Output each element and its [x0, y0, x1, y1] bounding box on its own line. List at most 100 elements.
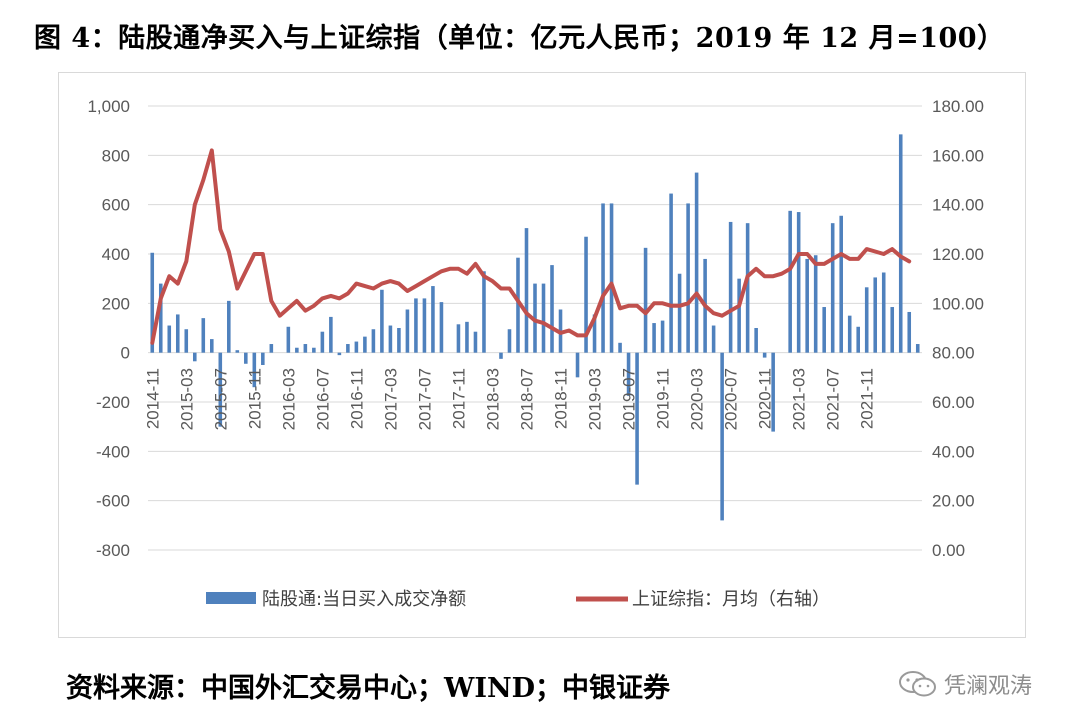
right-axis-tick-label: 180.00 [932, 97, 984, 116]
x-axis-tick-label: 2021-07 [824, 368, 843, 430]
bar [592, 314, 597, 353]
right-axis-tick-label: 120.00 [932, 245, 984, 264]
left-axis-tick-label: 400 [102, 245, 130, 264]
bar [745, 223, 750, 353]
bar [626, 352, 631, 396]
x-axis-tick-label: 2018-07 [517, 368, 536, 430]
bar [635, 352, 639, 485]
bar [652, 323, 656, 353]
bar [269, 344, 274, 353]
bar [762, 352, 767, 358]
bar [601, 203, 605, 353]
bar [482, 271, 486, 353]
x-axis-tick-label: 2020-03 [688, 368, 707, 430]
bar [371, 329, 376, 353]
legend: 陆股通:当日买入成交净额 上证综指：月均（右轴） [206, 589, 830, 610]
x-axis-tick-label: 2019-11 [654, 368, 673, 429]
bar [286, 326, 291, 353]
bar [737, 278, 741, 353]
left-axis-tick-label: -400 [96, 442, 130, 461]
bar [516, 257, 520, 353]
bar [363, 336, 367, 353]
x-axis-tick-label: 2021-03 [790, 368, 809, 430]
bar [524, 228, 529, 353]
bar [686, 203, 690, 353]
right-axis-tick-label: 140.00 [932, 196, 984, 215]
gridlines [148, 105, 922, 551]
bar [158, 283, 163, 353]
x-axis-tick-label: 2018-11 [552, 368, 571, 429]
right-axis-tick-label: 60.00 [932, 393, 975, 412]
x-axis-tick-label: 2020-07 [722, 368, 741, 430]
bar [439, 302, 444, 353]
x-axis-tick-label: 2017-07 [415, 368, 434, 430]
bar [839, 215, 843, 353]
x-axis-ticks: 2014-11 2015-03 2015-07 2015-11 2016-03 2016-… [143, 368, 876, 430]
bar [728, 221, 733, 353]
bar [669, 193, 673, 353]
bar [184, 329, 189, 353]
bar [210, 339, 214, 353]
bar [431, 286, 435, 353]
x-axis-tick-label: 2017-03 [381, 368, 400, 430]
bar [422, 298, 427, 353]
bar [720, 352, 724, 521]
bar [788, 210, 792, 353]
bar [312, 347, 316, 353]
bar [405, 309, 410, 353]
bar [822, 307, 826, 353]
x-axis-tick-label: 2017-11 [449, 368, 468, 429]
x-axis-tick-label: 2015-07 [211, 368, 230, 430]
bar [337, 352, 342, 356]
bar [813, 255, 818, 353]
bar [694, 172, 699, 353]
x-axis-tick-label: 2019-03 [586, 368, 605, 430]
bar [218, 352, 223, 427]
x-axis-tick-label: 2018-03 [483, 368, 502, 430]
left-axis-tick-label: 200 [102, 294, 130, 313]
legend-bar-label: 陆股通:当日买入成交净额 [262, 589, 466, 610]
bar [643, 247, 648, 353]
bar [660, 320, 665, 353]
bar-series [150, 134, 920, 521]
bar [150, 252, 155, 353]
bar [303, 344, 308, 353]
line-path [150, 148, 912, 345]
bar [796, 212, 801, 353]
bar [890, 307, 895, 353]
right-axis-tick-label: 80.00 [932, 344, 975, 363]
x-axis-tick-label: 2015-03 [177, 368, 196, 430]
legend-bar-swatch [206, 592, 256, 604]
bar [465, 321, 469, 353]
bar [805, 258, 809, 353]
bar [346, 344, 350, 353]
bar [167, 325, 172, 353]
bar [541, 283, 546, 353]
left-axis-ticks: 1,000 800 600 400 200 0 -200 -400 -600 -800 [87, 97, 130, 560]
bar [873, 277, 878, 353]
right-axis-tick-label: 40.00 [932, 442, 975, 461]
left-axis-tick-label: 0 [121, 344, 130, 363]
bar [847, 315, 852, 353]
x-axis-tick-label: 2016-03 [279, 368, 298, 430]
bar [711, 325, 716, 353]
bar [252, 352, 257, 388]
x-axis-tick-label: 2021-11 [858, 368, 877, 429]
wechat-icon [899, 671, 936, 697]
bar [754, 328, 758, 353]
bar [354, 341, 359, 353]
left-axis-tick-label: -600 [96, 492, 130, 511]
bar [575, 352, 580, 378]
x-axis-tick-label: 2016-07 [313, 368, 332, 430]
left-axis-tick-label: 1,000 [87, 97, 130, 116]
bar [499, 352, 503, 359]
bar [244, 352, 248, 364]
right-axis-tick-label: 160.00 [932, 146, 984, 165]
bar [320, 331, 325, 353]
bar [609, 203, 614, 353]
bar [175, 314, 180, 353]
bar [584, 236, 588, 353]
x-axis-tick-label: 2016-11 [347, 368, 366, 429]
bar [507, 329, 512, 353]
